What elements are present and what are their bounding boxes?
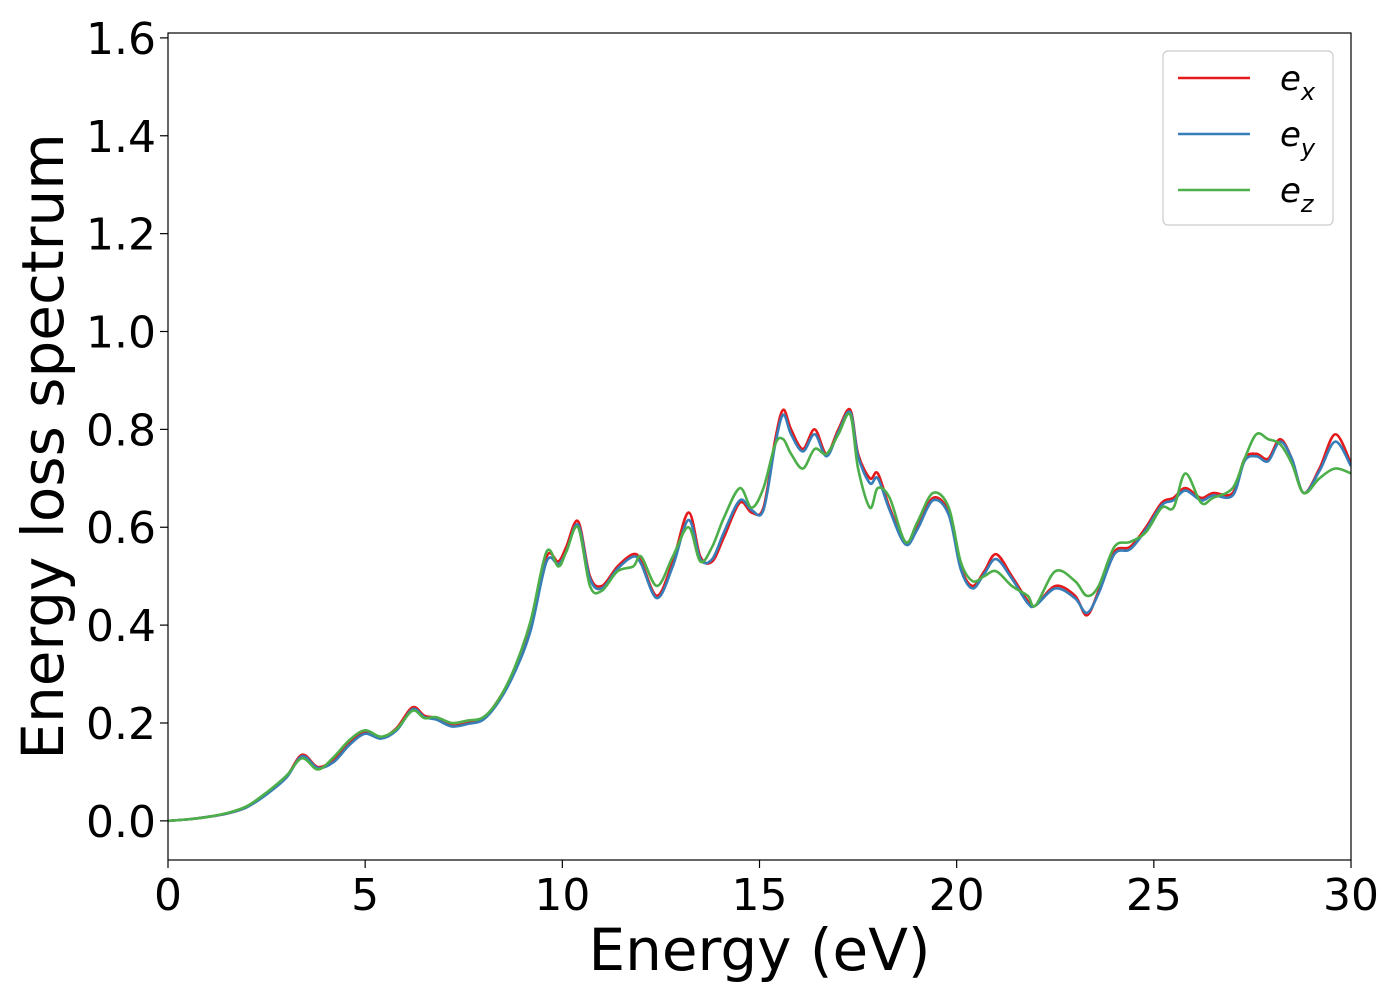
y-tick-label: 0.0 <box>86 797 156 848</box>
series-layer <box>168 407 1351 823</box>
legend-label-ey: ey <box>1280 115 1316 162</box>
y-tick-label: 1.4 <box>86 112 156 163</box>
y-tick-label: 1.0 <box>86 308 156 359</box>
series-line-ez <box>168 412 1351 823</box>
y-tick-label: 1.2 <box>86 210 156 261</box>
y-tick-label: 0.6 <box>86 503 156 554</box>
legend-box <box>1162 50 1334 226</box>
series-line-ey <box>168 410 1351 823</box>
x-tick-label: 30 <box>1323 870 1379 921</box>
x-tick-label: 0 <box>154 870 182 921</box>
legend-label-ex: ex <box>1280 59 1316 106</box>
y-tick-label: 0.4 <box>86 601 156 652</box>
x-tick-label: 20 <box>929 870 985 921</box>
x-axis: 0 5 10 15 20 25 30 <box>154 860 1379 921</box>
legend-label-ez: ez <box>1280 171 1315 218</box>
x-axis-label: Energy (eV) <box>588 916 930 984</box>
legend: ex ey ez <box>1162 50 1334 226</box>
x-tick-label: 10 <box>534 870 590 921</box>
y-axis-label: Energy loss spectrum <box>9 133 77 759</box>
y-tick-label: 0.8 <box>86 405 156 456</box>
y-tick-label: 0.2 <box>86 699 156 750</box>
series-line-ex <box>168 407 1351 823</box>
x-tick-label: 15 <box>732 870 788 921</box>
x-tick-label: 5 <box>351 870 379 921</box>
y-axis: 0.0 0.2 0.4 0.6 0.8 1.0 1.2 1.4 1.6 <box>86 14 168 848</box>
x-tick-label: 25 <box>1126 870 1182 921</box>
y-tick-label: 1.6 <box>86 14 156 65</box>
